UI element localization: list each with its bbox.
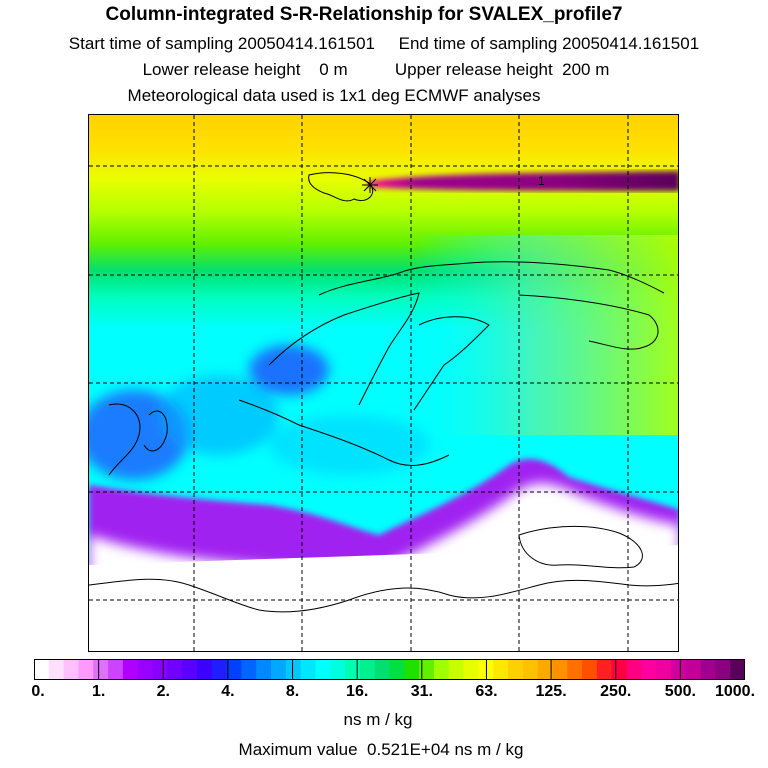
colorbar-segment	[330, 659, 346, 680]
colorbar-tick-label: 8.	[285, 683, 300, 700]
release-location-marker	[362, 177, 378, 193]
colorbar-segment	[182, 659, 198, 680]
colorbar-segment	[448, 659, 465, 680]
southern-white-fill	[89, 545, 678, 651]
colorbar-segment	[196, 659, 213, 680]
maximum-value-label: Maximum value 0.521E+04 ns m / kg	[238, 740, 524, 759]
map-panel: 1	[88, 114, 679, 652]
colorbar-segment	[582, 659, 598, 680]
colorbar-segment	[34, 659, 50, 680]
colorbar-segment	[670, 659, 687, 680]
colorbar-segment	[611, 659, 627, 680]
colorbar-segment	[389, 659, 405, 680]
release-marker-label: 1	[538, 174, 545, 188]
colorbar-segment	[463, 659, 479, 680]
release-plume	[369, 171, 678, 191]
colorbar-segment	[567, 659, 583, 680]
colorbar-segment	[93, 659, 109, 680]
colorbar-segment	[108, 659, 124, 680]
colorbar-segment	[211, 659, 228, 680]
colorbar-segment	[730, 659, 745, 680]
colorbar-segment	[122, 659, 139, 680]
colorbar-segment	[256, 659, 272, 680]
colorbar-tick-label: 4.	[221, 683, 235, 700]
colorbar-tick-label: 0.	[31, 683, 45, 700]
colorbar-segment	[285, 659, 302, 680]
colorbar-segment	[63, 659, 79, 680]
colorbar-segment	[137, 659, 153, 680]
colorbar-segment	[152, 659, 168, 680]
colorbar-tick-label: 1000.	[714, 683, 756, 700]
colorbar-border	[34, 659, 745, 680]
colorbar-segment	[493, 659, 509, 680]
colorbar-segment	[359, 659, 376, 680]
colorbar-segment	[404, 659, 420, 680]
colorbar-segment	[700, 659, 716, 680]
lat-lon-grid	[89, 115, 678, 651]
plot-title: Column-integrated S-R-Relationship for S…	[105, 4, 623, 25]
colorbar-segment	[626, 659, 642, 680]
colorbar-segment	[226, 659, 242, 680]
sampling-time-line: Start time of sampling 20050414.161501 E…	[68, 34, 700, 53]
colorbar-segment	[715, 659, 731, 680]
units-label: ns m / kg	[343, 710, 413, 729]
colorbar-segment	[552, 659, 568, 680]
colorbar-segment	[48, 659, 65, 680]
colorbar-segment	[522, 659, 539, 680]
colorbar-tick-label: 1.	[91, 683, 106, 700]
colorbar-segment	[508, 659, 524, 680]
colorbar-tick-label: 2.	[156, 683, 170, 700]
colorbar-tick-label: 16.	[346, 683, 369, 700]
map-canvas: 1	[89, 115, 678, 651]
coastlines	[89, 172, 678, 613]
colorbar-segment	[685, 659, 702, 680]
colorbar	[34, 659, 745, 680]
release-height-line: Lower release height 0 m Upper release h…	[142, 60, 610, 79]
colorbar-segment	[241, 659, 257, 680]
colorbar-tick-label: 125.	[535, 683, 567, 700]
colorbar-tick-label: 250.	[600, 683, 632, 700]
colorbar-segment	[78, 659, 94, 680]
colorbar-segment	[374, 659, 390, 680]
colorbar-tick-label: 63.	[475, 683, 498, 700]
colorbar-segment	[596, 659, 613, 680]
colorbar-segment	[641, 659, 657, 680]
colorbar-segment	[345, 659, 361, 680]
colorbar-segment	[433, 659, 450, 680]
colorbar-segment	[167, 659, 183, 680]
colorbar-segment	[537, 659, 553, 680]
colorbar-tick-label: 500.	[664, 683, 696, 700]
colorbar-segment	[300, 659, 316, 680]
colorbar-segment	[271, 659, 287, 680]
colorbar-segment	[656, 659, 672, 680]
colorbar-segment	[315, 659, 331, 680]
meteorological-data-line: Meteorological data used is 1x1 deg ECMW…	[127, 86, 541, 105]
colorbar-segment	[419, 659, 435, 680]
colorbar-tick-label: 31.	[410, 683, 433, 700]
